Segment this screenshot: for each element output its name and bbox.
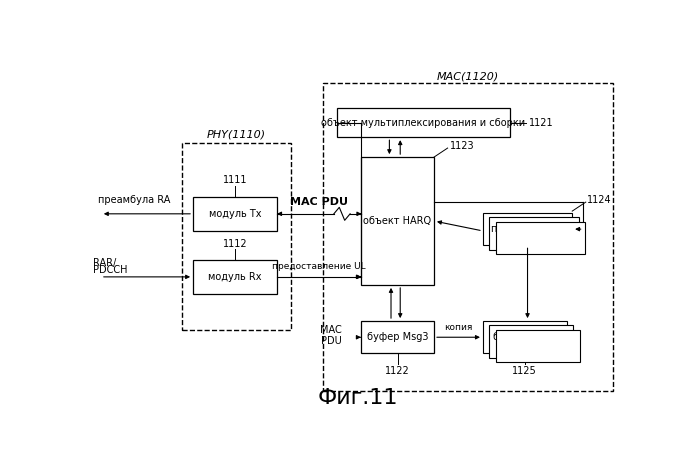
Text: MAC: MAC: [320, 325, 342, 335]
Text: RAR/: RAR/: [93, 258, 116, 268]
Text: буфер Msg3: буфер Msg3: [367, 332, 428, 342]
Text: MAC(1120): MAC(1120): [437, 72, 499, 82]
Bar: [361, 157, 434, 285]
Bar: [496, 221, 585, 254]
Bar: [483, 321, 567, 353]
Text: объект HARQ: объект HARQ: [363, 216, 431, 226]
Text: 1124: 1124: [587, 195, 612, 205]
Text: буфер HARQ: буфер HARQ: [493, 332, 557, 342]
Bar: [323, 83, 613, 391]
Text: процесс HARQ: процесс HARQ: [491, 224, 564, 234]
Text: объект мультиплексирования и сборки: объект мультиплексирования и сборки: [321, 118, 526, 128]
Text: Фиг.11: Фиг.11: [318, 388, 398, 408]
Bar: [182, 143, 291, 330]
Bar: [361, 321, 434, 353]
Text: PHY(1110): PHY(1110): [207, 130, 266, 140]
Text: PDCCH: PDCCH: [93, 265, 127, 275]
Bar: [489, 217, 579, 249]
Bar: [193, 197, 277, 231]
Text: PDU: PDU: [321, 336, 342, 346]
Bar: [483, 213, 572, 245]
Bar: [489, 325, 573, 358]
Text: модуль Tx: модуль Tx: [209, 209, 261, 219]
Text: MAC PDU: MAC PDU: [290, 197, 348, 206]
Text: 1123: 1123: [450, 141, 475, 151]
Text: 1112: 1112: [223, 239, 247, 249]
Text: 1125: 1125: [512, 366, 538, 376]
Text: предоставление UL: предоставление UL: [272, 263, 366, 271]
Text: 1122: 1122: [385, 366, 410, 376]
Text: 1121: 1121: [529, 118, 554, 128]
Text: 1111: 1111: [223, 176, 247, 185]
Bar: [337, 109, 510, 137]
Text: модуль Rx: модуль Rx: [208, 272, 261, 282]
Bar: [496, 329, 579, 362]
Text: преамбула RA: преамбула RA: [98, 195, 171, 205]
Text: копия: копия: [445, 323, 473, 332]
Bar: [193, 260, 277, 294]
